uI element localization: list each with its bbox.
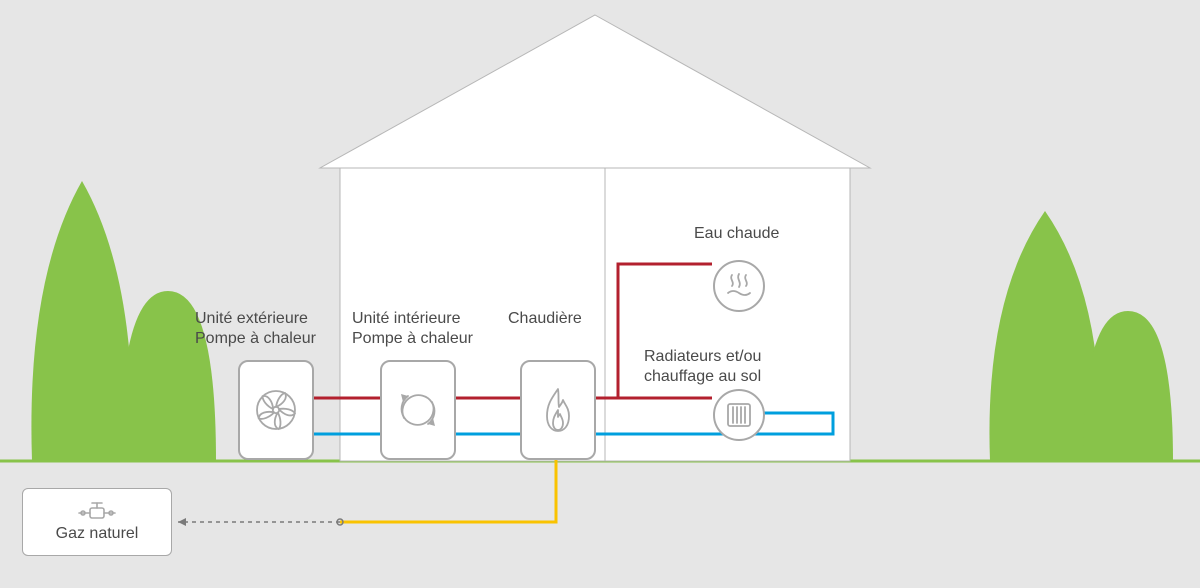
int-unit-box <box>380 360 456 460</box>
diagram-canvas <box>0 0 1200 588</box>
gas-box: Gaz naturel <box>22 488 172 556</box>
fan-icon <box>254 388 298 432</box>
flame-icon <box>541 386 575 434</box>
label-boiler: Chaudière <box>508 309 582 329</box>
radiator-icon <box>713 389 765 441</box>
cycle-icon <box>395 387 441 433</box>
boiler-box <box>520 360 596 460</box>
gas-label: Gaz naturel <box>56 525 139 543</box>
ext-unit-box <box>238 360 314 460</box>
label-hot-water: Eau chaude <box>694 224 779 244</box>
label-ext-unit: Unité extérieurePompe à chaleur <box>195 309 316 349</box>
label-int-unit: Unité intérieurePompe à chaleur <box>352 309 473 349</box>
hot-water-icon <box>713 260 765 312</box>
label-radiator: Radiateurs et/ouchauffage au sol <box>644 347 761 387</box>
gas-valve-icon <box>77 499 117 521</box>
